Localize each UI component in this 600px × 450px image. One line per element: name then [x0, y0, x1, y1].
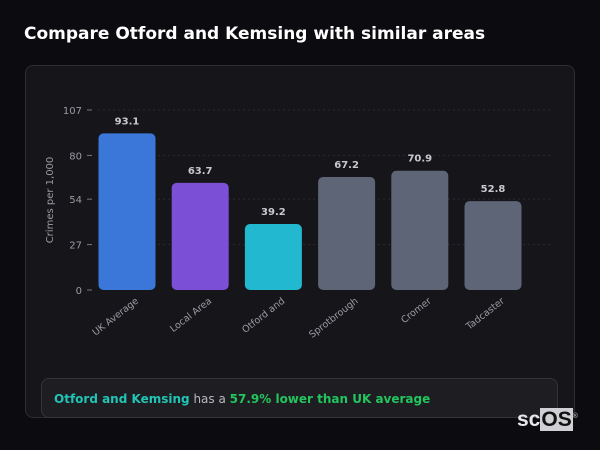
- page-title: Compare Otford and Kemsing with similar …: [24, 24, 486, 44]
- data-label: 70.9: [407, 154, 432, 165]
- scos-logo: scOS®: [517, 408, 578, 431]
- bar: [464, 201, 522, 290]
- y-tick-label: 107: [63, 106, 82, 117]
- y-tick-label: 27: [69, 241, 82, 252]
- y-axis-label: Crimes per 1,000: [45, 157, 56, 244]
- bar: [98, 133, 156, 290]
- y-tick-label: 80: [69, 151, 82, 162]
- bar: [171, 182, 229, 290]
- summary-area: Otford and Kemsing: [54, 392, 190, 406]
- summary-comparison: 57.9% lower than UK average: [229, 392, 431, 406]
- data-label: 39.2: [261, 207, 286, 218]
- y-tick-label: 0: [76, 286, 82, 297]
- x-tick-label: Tadcaster: [463, 296, 507, 333]
- data-label: 93.1: [115, 116, 140, 127]
- data-label: 52.8: [481, 184, 506, 195]
- data-label: 67.2: [334, 160, 359, 171]
- bar: [318, 176, 376, 290]
- x-tick-label: UK Average: [91, 296, 141, 339]
- x-tick-label: Sprotbrough: [307, 296, 360, 341]
- bar: [391, 170, 449, 290]
- summary-box: Otford and Kemsing has a 57.9% lower tha…: [41, 378, 558, 418]
- data-label: 63.7: [188, 166, 213, 177]
- x-tick-label: Local Area: [168, 296, 214, 335]
- bar: [244, 224, 302, 290]
- x-tick-label: Otford and: [240, 296, 287, 336]
- summary-middle: has a: [189, 392, 230, 406]
- y-tick-label: 54: [69, 195, 82, 206]
- x-tick-label: Cromer: [399, 296, 434, 326]
